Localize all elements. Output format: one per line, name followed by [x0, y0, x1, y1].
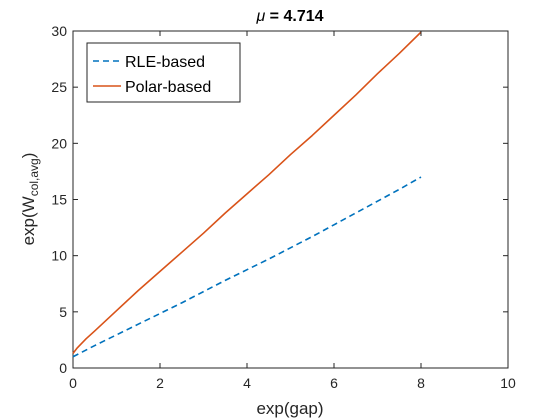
y-axis-label: exp(Wcol,avg)	[19, 153, 41, 246]
legend-box	[86, 42, 241, 103]
x-tick-label: 0	[69, 375, 77, 391]
series-line-polar-based	[72, 31, 422, 354]
y-axis-label-sub: col,avg	[27, 158, 41, 196]
x-tick-label: 6	[330, 375, 338, 391]
legend-label: Polar-based	[125, 79, 211, 96]
x-tick-label: 8	[417, 375, 425, 391]
x-tick-label: 10	[500, 375, 516, 391]
title-mu: μ	[255, 8, 265, 25]
y-tick-label: 10	[51, 248, 67, 264]
y-axis-label-main: exp(W	[19, 196, 38, 245]
chart-title: μ = 4.714	[255, 8, 323, 25]
title-value: = 4.714	[265, 8, 323, 25]
x-tick-label: 2	[156, 375, 164, 391]
series-line-rle-based	[72, 176, 422, 358]
x-axis-label: exp(gap)	[256, 399, 323, 418]
y-tick-label: 0	[59, 360, 67, 376]
legend: RLE-based Polar-based	[86, 42, 241, 103]
x-tick-label: 4	[243, 375, 251, 391]
ticks-layer: 0 2 4 6 8 10 0 5 10 15 20 25 30	[51, 23, 516, 391]
series-layer	[72, 31, 422, 358]
y-axis-label-close: )	[19, 153, 38, 159]
y-tick-label: 20	[51, 135, 67, 151]
y-tick-label: 15	[51, 192, 67, 208]
y-tick-label: 30	[51, 23, 67, 39]
legend-label: RLE-based	[125, 54, 205, 71]
y-tick-label: 5	[59, 304, 67, 320]
y-tick-label: 25	[51, 79, 67, 95]
